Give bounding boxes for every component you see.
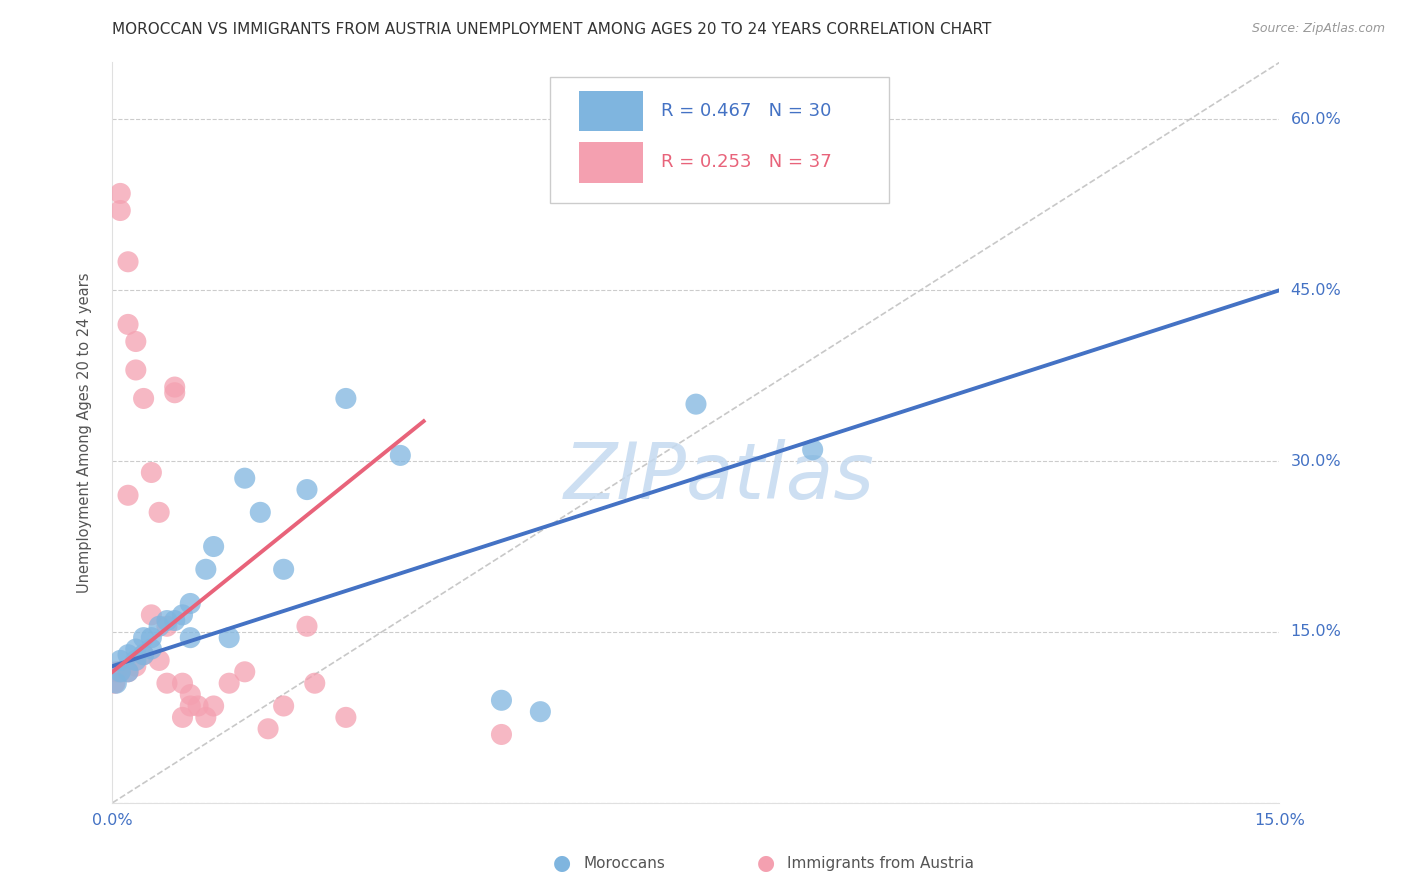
Point — [110, 203, 132, 218]
Point — [117, 665, 139, 679]
Point — [202, 698, 225, 713]
Point — [163, 614, 186, 628]
Point — [148, 619, 170, 633]
Point — [218, 676, 240, 690]
Point — [110, 665, 132, 679]
Point — [491, 727, 513, 741]
Point — [141, 631, 163, 645]
Point — [110, 653, 132, 667]
Point — [125, 659, 148, 673]
Point — [194, 710, 217, 724]
Point — [148, 653, 170, 667]
Point — [295, 483, 318, 497]
Point — [110, 186, 132, 201]
Point — [156, 619, 179, 633]
Y-axis label: Unemployment Among Ages 20 to 24 years: Unemployment Among Ages 20 to 24 years — [77, 272, 91, 593]
Point — [132, 631, 155, 645]
Point — [141, 466, 163, 480]
Text: Moroccans: Moroccans — [583, 856, 665, 871]
Text: Source: ZipAtlas.com: Source: ZipAtlas.com — [1251, 22, 1385, 36]
Point — [125, 334, 148, 349]
Point — [148, 505, 170, 519]
Point — [257, 722, 280, 736]
Point — [202, 540, 225, 554]
Point — [117, 318, 139, 332]
Point — [132, 648, 155, 662]
Point — [179, 631, 201, 645]
Point — [117, 648, 139, 662]
Text: 45.0%: 45.0% — [1291, 283, 1341, 298]
Point — [685, 397, 707, 411]
Point — [132, 392, 155, 406]
Point — [125, 642, 148, 657]
Point — [117, 665, 139, 679]
Point — [141, 607, 163, 622]
Point — [132, 648, 155, 662]
Point — [172, 710, 194, 724]
Text: R = 0.467   N = 30: R = 0.467 N = 30 — [661, 102, 831, 120]
Point — [529, 705, 551, 719]
Text: ●: ● — [554, 854, 571, 873]
Point — [273, 698, 295, 713]
Text: 15.0%: 15.0% — [1291, 624, 1341, 640]
Text: ZIPatlas: ZIPatlas — [564, 439, 875, 515]
Point — [172, 676, 194, 690]
Point — [141, 642, 163, 657]
Point — [249, 505, 271, 519]
Point — [295, 619, 318, 633]
Text: ●: ● — [758, 854, 775, 873]
Point — [187, 698, 209, 713]
Point — [491, 693, 513, 707]
Point — [105, 665, 128, 679]
Point — [117, 254, 139, 268]
Point — [105, 676, 128, 690]
Point — [179, 597, 201, 611]
Text: R = 0.253   N = 37: R = 0.253 N = 37 — [661, 153, 832, 171]
FancyBboxPatch shape — [550, 78, 889, 203]
Point — [801, 442, 824, 457]
Point — [335, 392, 357, 406]
Text: 30.0%: 30.0% — [1291, 454, 1341, 468]
Point — [233, 665, 256, 679]
Point — [304, 676, 326, 690]
FancyBboxPatch shape — [579, 91, 644, 131]
Point — [125, 653, 148, 667]
Point — [179, 698, 201, 713]
Point — [117, 488, 139, 502]
Point — [389, 449, 412, 463]
Point — [273, 562, 295, 576]
Point — [233, 471, 256, 485]
Point — [179, 688, 201, 702]
Point — [125, 363, 148, 377]
Point — [156, 676, 179, 690]
FancyBboxPatch shape — [579, 143, 644, 183]
Point — [218, 631, 240, 645]
Text: MOROCCAN VS IMMIGRANTS FROM AUSTRIA UNEMPLOYMENT AMONG AGES 20 TO 24 YEARS CORRE: MOROCCAN VS IMMIGRANTS FROM AUSTRIA UNEM… — [112, 22, 991, 37]
Point — [194, 562, 217, 576]
Point — [156, 614, 179, 628]
Point — [163, 380, 186, 394]
Point — [104, 676, 127, 690]
Point — [163, 385, 186, 400]
Text: 60.0%: 60.0% — [1291, 112, 1341, 127]
Point — [110, 665, 132, 679]
Text: Immigrants from Austria: Immigrants from Austria — [787, 856, 974, 871]
Point — [335, 710, 357, 724]
Point — [172, 607, 194, 622]
